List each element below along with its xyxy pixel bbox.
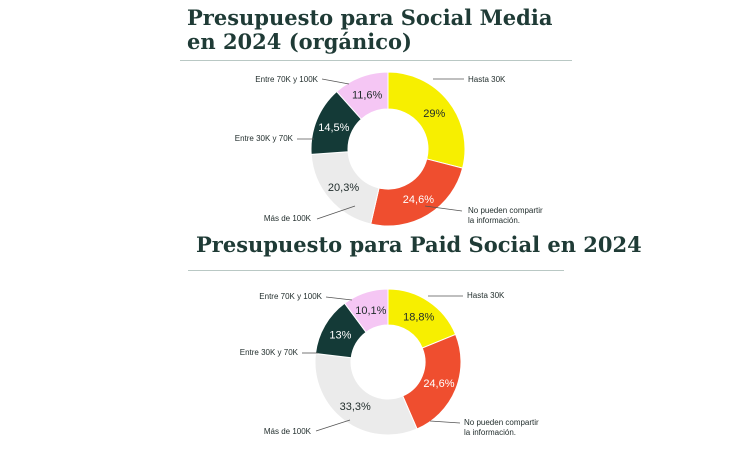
chart-2-category-label-no-pueden-compartir: No pueden compartir la información. bbox=[464, 418, 539, 437]
chart-2-leader-no-pueden-compartir bbox=[429, 420, 461, 424]
chart-1-divider bbox=[180, 60, 572, 61]
chart-1-value-label-no-pueden-compartir: 24,6% bbox=[403, 194, 434, 206]
chart-1-leader-no-pueden-compartir bbox=[424, 205, 463, 212]
chart-2-leader-entre-70k-y-100k bbox=[325, 296, 353, 301]
chart-2-value-label-entre-70k-y-100k: 10,1% bbox=[355, 305, 386, 317]
chart-2-value-label-mas-de-100k: 33,3% bbox=[340, 401, 371, 413]
chart-2-value-label-no-pueden-compartir: 24,6% bbox=[423, 378, 454, 390]
chart-2-title: Presupuesto para Paid Social en 2024 bbox=[196, 233, 642, 257]
chart-2-slice-entre-70k-y-100k bbox=[343, 288, 389, 333]
chart-2-divider bbox=[188, 270, 564, 271]
chart-2-title-line-1: Presupuesto para Paid Social en 2024 bbox=[196, 232, 642, 257]
chart-2-category-label-hasta-30k: Hasta 30K bbox=[467, 291, 505, 300]
chart-1-value-label-mas-de-100k: 20,3% bbox=[328, 182, 359, 194]
chart-2-category-label-mas-de-100k: Más de 100K bbox=[264, 427, 312, 436]
chart-2-leader-mas-de-100k bbox=[315, 419, 351, 432]
chart-2-value-label-hasta-30k: 18,8% bbox=[403, 311, 434, 323]
chart-1-leader-entre-70k-y-100k bbox=[321, 78, 350, 85]
chart-1-value-label-hasta-30k: 29% bbox=[423, 108, 445, 120]
chart-1-category-label-entre-30k-y-70k: Entre 30K y 70K bbox=[235, 134, 294, 143]
chart-2-value-label-entre-30k-y-70k: 13% bbox=[329, 329, 351, 341]
chart-2-slice-mas-de-100k bbox=[314, 352, 418, 436]
chart-2-category-label-entre-30k-y-70k: Entre 30K y 70K bbox=[240, 348, 299, 357]
chart-1-category-label-entre-70k-y-100k: Entre 70K y 100K bbox=[255, 75, 318, 84]
chart-1-category-label-hasta-30k: Hasta 30K bbox=[468, 75, 506, 84]
chart-1-slice-entre-70k-y-100k bbox=[336, 71, 389, 120]
chart-1-value-label-entre-30k-y-70k: 14,5% bbox=[318, 122, 349, 134]
chart-1-category-label-mas-de-100k: Más de 100K bbox=[264, 214, 312, 223]
chart-1-category-label-no-pueden-compartir: No pueden compartir la información. bbox=[468, 206, 543, 225]
chart-1-title-line-2: en 2024 (orgánico) bbox=[187, 28, 412, 54]
chart-2-category-label-entre-70k-y-100k: Entre 70K y 100K bbox=[259, 292, 322, 301]
chart-1-leader-mas-de-100k bbox=[316, 205, 356, 220]
chart-1-slice-no-pueden-compartir bbox=[370, 158, 464, 227]
chart-1-slice-hasta-30k bbox=[387, 71, 466, 169]
chart-1-title-line-1: Presupuesto para Social Media bbox=[187, 5, 553, 30]
chart-1-value-label-entre-70k-y-100k: 11,6% bbox=[352, 89, 383, 101]
chart-1-title: Presupuesto para Social Media en 2024 (o… bbox=[187, 6, 552, 53]
